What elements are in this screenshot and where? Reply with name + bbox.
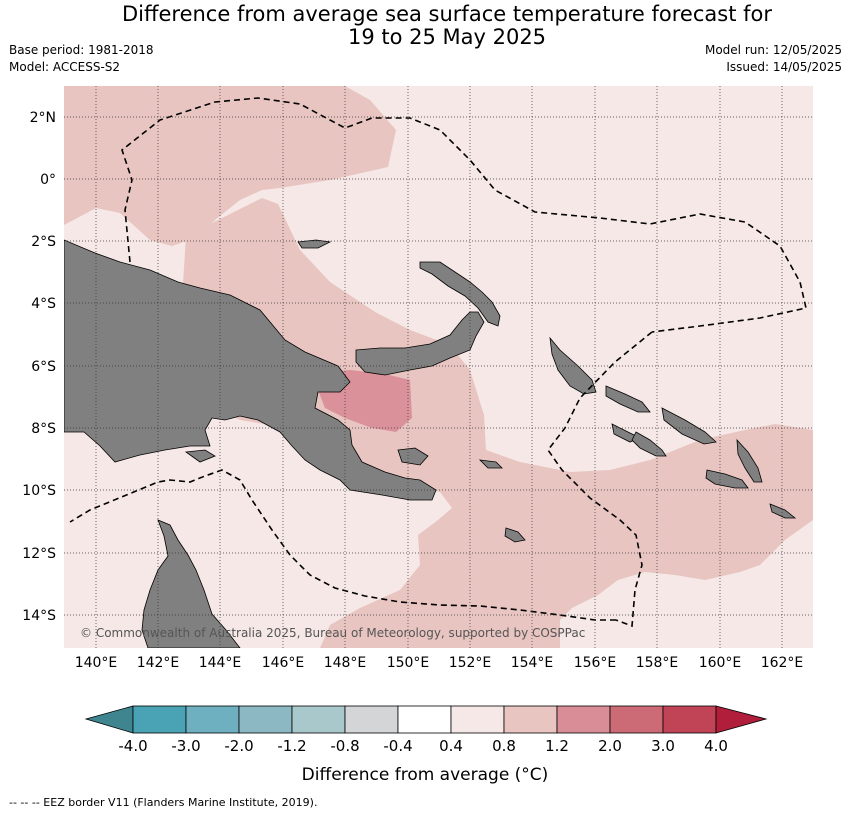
lon-tick: 150°E	[387, 655, 430, 671]
land-rennell	[769, 503, 797, 519]
lat-tick: 0°	[40, 172, 56, 188]
lon-tick: 162°E	[761, 655, 804, 671]
lon-tick: 146°E	[262, 655, 305, 671]
land-makira	[705, 469, 749, 489]
land-bougainville	[549, 336, 597, 395]
land-masses	[64, 239, 797, 648]
anomaly-mid-region-north	[64, 86, 396, 246]
colorbar-label: 4.0	[704, 737, 728, 755]
colorbar-label: -1.2	[277, 737, 306, 755]
colorbar-swatch	[556, 705, 611, 734]
colorbar-extend-low	[84, 705, 134, 734]
colorbar: -4.0 -3.0 -2.0 -1.2 -0.8 -0.4 0.4 0.8 1.…	[84, 705, 768, 785]
lon-tick: 140°E	[75, 655, 118, 671]
land-manus	[297, 239, 332, 249]
colorbar-swatch	[662, 705, 717, 734]
model-name: Model: ACCESS-S2	[9, 60, 121, 74]
colorbar-swatch	[397, 705, 452, 734]
land-santa-isabel	[661, 407, 717, 445]
land-new-ireland	[419, 261, 501, 327]
lon-tick: 142°E	[137, 655, 180, 671]
land-rossel	[504, 527, 526, 543]
land-malaita	[736, 438, 763, 483]
base-period: Base period: 1981-2018	[9, 43, 154, 57]
title-line-1: Difference from average sea surface temp…	[122, 2, 772, 26]
colorbar-label: 0.8	[492, 737, 516, 755]
colorbar-title: Difference from average (°C)	[302, 765, 549, 785]
lon-tick: 144°E	[199, 655, 242, 671]
anomaly-mid-region-central	[182, 198, 813, 648]
colorbar-swatch	[609, 705, 664, 734]
lon-tick: 156°E	[574, 655, 617, 671]
issued-date: Issued: 14/05/2025	[726, 60, 842, 74]
lon-tick: 160°E	[699, 655, 742, 671]
land-cape-york	[141, 519, 241, 648]
graticule	[64, 86, 813, 648]
lon-tick: 152°E	[449, 655, 492, 671]
lon-tick-labels: 140°E 142°E 144°E 146°E 148°E 150°E 152°…	[75, 655, 804, 671]
lat-tick: 10°S	[22, 483, 56, 499]
colorbar-label: -3.0	[171, 737, 200, 755]
lat-tick: 2°S	[31, 234, 56, 250]
colorbar-label: -2.0	[224, 737, 253, 755]
colorbar-swatch	[132, 705, 187, 734]
land-torres-islands	[184, 449, 216, 463]
lat-tick: 6°S	[31, 359, 56, 375]
land-new-guinea	[64, 239, 437, 501]
colorbar-label: -4.0	[118, 737, 147, 755]
lat-tick: 2°N	[30, 110, 56, 126]
lon-tick: 148°E	[324, 655, 367, 671]
colorbar-extend-high	[715, 705, 768, 734]
colorbar-swatch	[503, 705, 558, 734]
colorbar-label: -0.4	[383, 737, 412, 755]
lon-tick: 154°E	[511, 655, 554, 671]
lat-tick: 14°S	[22, 608, 56, 624]
meta-left: Base period: 1981-2018 Model: ACCESS-S2	[9, 42, 154, 76]
lat-tick: 8°S	[31, 421, 56, 437]
title-line-2: 19 to 25 May 2025	[347, 25, 547, 49]
eez-png-south	[69, 469, 616, 621]
land-guadalcanal	[631, 431, 667, 457]
colorbar-label: 3.0	[651, 737, 675, 755]
colorbar-swatch	[291, 705, 346, 734]
eez-borders	[69, 97, 807, 628]
colorbar-label: -0.8	[330, 737, 359, 755]
eez-png-north	[121, 97, 807, 333]
colorbar-swatch	[238, 705, 293, 734]
lat-tick: 12°S	[22, 546, 56, 562]
colorbar-swatch	[450, 705, 505, 734]
map-figure: © Commonwealth of Australia 2025, Bureau…	[22, 86, 813, 785]
map-panel: © Commonwealth of Australia 2025, Bureau…	[64, 86, 813, 648]
land-louisiade	[478, 459, 503, 469]
colorbar-label: 1.2	[545, 737, 569, 755]
eez-legend-note: -- -- -- EEZ border V11 (Flanders Marine…	[9, 796, 318, 809]
model-run: Model run: 12/05/2025	[704, 43, 842, 57]
land-choiseul	[605, 385, 651, 413]
chart-title: Difference from average sea surface temp…	[0, 3, 850, 49]
lon-tick: 158°E	[636, 655, 679, 671]
land-new-britain	[355, 311, 485, 376]
meta-right: Model run: 12/05/2025 Issued: 14/05/2025	[705, 42, 842, 76]
copyright-credit: © Commonwealth of Australia 2025, Bureau…	[80, 626, 585, 640]
lat-tick-labels: 2°N 0° 2°S 4°S 6°S 8°S 10°S 12°S 14°S	[22, 110, 56, 624]
lat-tick: 4°S	[31, 296, 56, 312]
colorbar-swatch	[185, 705, 240, 734]
land-d-entrecasteaux	[397, 447, 429, 466]
eez-png-east	[547, 331, 653, 628]
colorbar-label: 2.0	[598, 737, 622, 755]
colorbar-swatch	[344, 705, 399, 734]
colorbar-label: 0.4	[439, 737, 463, 755]
